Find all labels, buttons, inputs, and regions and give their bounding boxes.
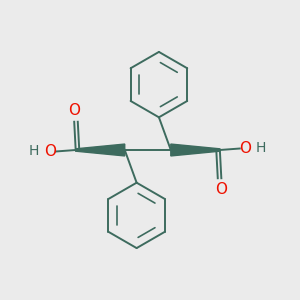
Polygon shape (76, 144, 125, 156)
Text: H: H (29, 144, 39, 158)
Text: O: O (68, 103, 80, 118)
Text: H: H (256, 141, 266, 155)
Polygon shape (171, 144, 220, 156)
Text: O: O (239, 141, 251, 156)
Text: O: O (215, 182, 227, 197)
Text: O: O (44, 144, 56, 159)
